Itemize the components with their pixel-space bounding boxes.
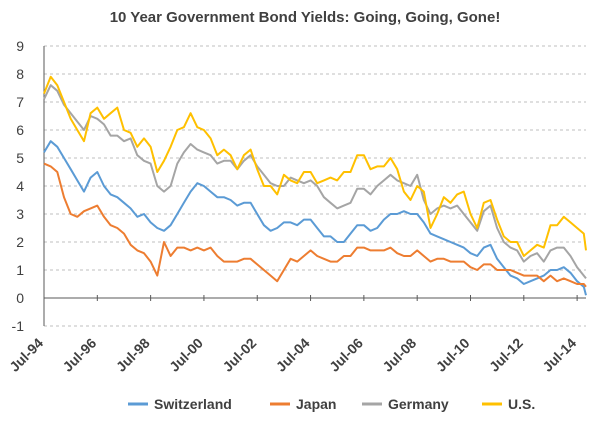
x-tick-label: Jul-14 [539, 335, 579, 375]
y-tick-label: -1 [12, 318, 25, 334]
series-lines [43, 75, 587, 296]
legend: Switzerland Japan Germany U.S. [128, 396, 535, 412]
y-tick-label: 2 [16, 234, 24, 250]
y-tick-label: 5 [16, 150, 24, 166]
series-line-u-s [43, 75, 587, 257]
x-tick-label: Jul-12 [486, 335, 526, 375]
x-tick-label: Jul-04 [273, 335, 313, 375]
x-tick-label: Jul-00 [166, 335, 206, 375]
y-tick-label: 7 [16, 94, 24, 110]
x-tick-label: Jul-06 [326, 335, 366, 375]
legend-label: Germany [388, 396, 449, 412]
x-tick-label: Jul-02 [219, 335, 259, 375]
gridlines [44, 45, 586, 327]
x-tick-label: Jul-10 [433, 335, 473, 375]
series-line-switzerland [43, 140, 587, 296]
x-tick-label: Jul-96 [60, 335, 100, 375]
series-line-germany [43, 84, 587, 280]
legend-label: U.S. [508, 396, 535, 412]
series-line-japan [43, 162, 587, 288]
legend-label: Switzerland [154, 396, 232, 412]
y-tick-label: 4 [16, 178, 24, 194]
legend-label: Japan [296, 396, 336, 412]
y-tick-label: 3 [16, 206, 24, 222]
chart-title: 10 Year Government Bond Yields: Going, G… [110, 9, 501, 26]
x-tick-label: Jul-08 [379, 335, 419, 375]
y-tick-label: 1 [16, 262, 24, 278]
x-tick-label: Jul-94 [6, 335, 46, 375]
x-tick-label: Jul-98 [113, 335, 153, 375]
y-tick-label: 6 [16, 122, 24, 138]
y-tick-label: 0 [16, 290, 24, 306]
y-tick-label: 9 [16, 38, 24, 54]
y-tick-label: 8 [16, 66, 24, 82]
